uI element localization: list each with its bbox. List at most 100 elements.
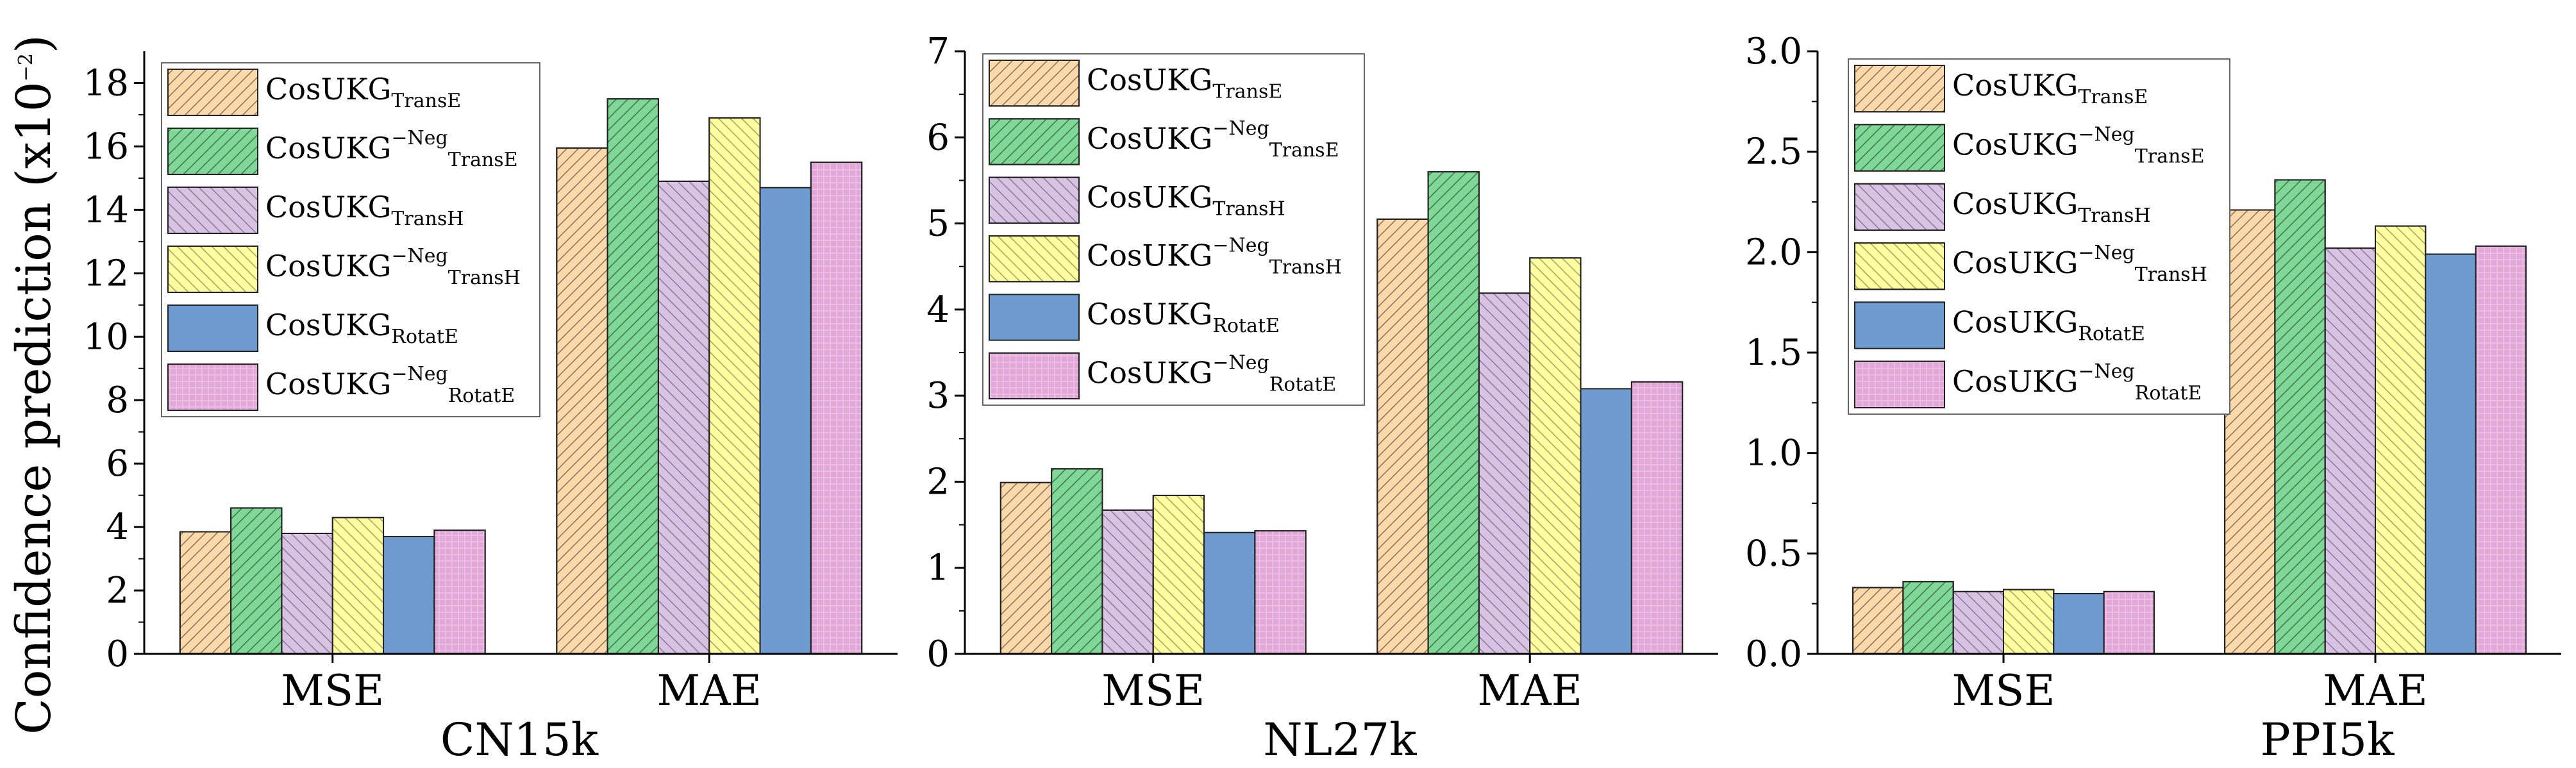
x-tick-label: MSE (1952, 666, 2055, 715)
legend-label: CosUKG−NegTransH (265, 245, 521, 289)
legend-swatch-hatch (989, 60, 1080, 107)
legend-label: CosUKG−NegTransE (265, 127, 518, 171)
bar-hatch-ppi5k-mse-s4 (2003, 589, 2055, 655)
y-tick-label: 8 (106, 380, 129, 421)
panel-title: NL27k (1263, 714, 1417, 766)
legend-swatch-hatch (167, 128, 258, 175)
bar-hatch-ppi5k-mse-s1 (1852, 587, 1904, 655)
bar-hatch-cn15k-mae-s4 (708, 117, 761, 655)
legend-label: CosUKGTransH (1087, 179, 1285, 220)
legend-label: CosUKGTransE (265, 72, 461, 112)
bar-cn15k-mae-s5 (759, 187, 812, 655)
bar-hatch-cn15k-mse-s6 (433, 530, 486, 655)
legend: CosUKGTransE CosUKG−NegTransE CosUKGTransH… (982, 53, 1365, 406)
bar-hatch-cn15k-mse-s3 (281, 533, 333, 655)
bar-hatch-cn15k-mae-s3 (657, 180, 710, 655)
legend-swatch-hatch (989, 176, 1080, 224)
legend-label: CosUKG−NegTransE (1087, 117, 1339, 162)
y-tick-label: 0 (926, 633, 949, 675)
legend-label: CosUKG−NegTransH (1087, 235, 1342, 279)
bar-hatch-nl27k-mae-s1 (1376, 218, 1429, 655)
bar-hatch-nl27k-mse-s1 (999, 481, 1053, 655)
legend-label: CosUKGTransH (265, 190, 464, 230)
legend-swatch-hatch (1854, 242, 1945, 290)
legend-swatch-hatch (989, 352, 1080, 400)
y-tick-label: 4 (106, 506, 129, 548)
chart-panels: MSE MAE024681012141618CN15kCosUKGTransECo… (83, 31, 2561, 766)
y-tick-label: 0 (106, 633, 129, 675)
bar-hatch-ppi5k-mae-s2 (2274, 179, 2326, 655)
legend-swatch-hatch (1854, 183, 1945, 231)
bar-hatch-nl27k-mse-s4 (1152, 494, 1205, 655)
legend-swatch (989, 294, 1080, 341)
bar-cn15k-mse-s5 (383, 535, 435, 655)
bar-hatch-ppi5k-mse-s3 (1952, 590, 2004, 655)
bar-ppi5k-mse-s5 (2053, 593, 2105, 655)
bar-hatch-nl27k-mse-s6 (1254, 530, 1307, 655)
y-tick-label: 6 (926, 117, 949, 158)
panel-nl27k: MSE MAE 0 1 2 3 4 5 6 7 NL27k CosUKGTransE CosUKG−Ne… (926, 31, 1718, 766)
x-tick-label: MAE (1478, 666, 1582, 715)
y-tick-label: 18 (83, 62, 129, 104)
x-tick-label: MSE (281, 666, 384, 715)
legend-label: CosUKGRotatE (1952, 305, 2145, 346)
bar-hatch-ppi5k-mse-s6 (2103, 590, 2155, 655)
y-tick-label: 0.0 (1745, 633, 1802, 675)
bar-hatch-nl27k-mse-s3 (1101, 509, 1154, 655)
y-tick-label: 1.0 (1745, 433, 1802, 474)
legend-label: CosUKGRotatE (265, 308, 458, 348)
panel-title: CN15k (440, 714, 599, 766)
bar-hatch-ppi5k-mae-s3 (2324, 247, 2376, 655)
legend-label: CosUKG−NegRotatE (1952, 360, 2202, 405)
y-tick-label: 2 (106, 570, 129, 612)
y-tick-label: 10 (83, 316, 129, 358)
panel-ppi5k: MSE MAE 0.0 0.5 1.0 1.5 2.0 2.5 3.0 PPI5k CosUKGTr… (1745, 31, 2561, 766)
y-tick-label: 2.5 (1745, 131, 1802, 173)
bar-hatch-cn15k-mse-s4 (331, 517, 385, 655)
legend-swatch-hatch (989, 235, 1080, 283)
legend-swatch (1854, 301, 1945, 349)
bar-hatch-nl27k-mse-s2 (1051, 468, 1103, 655)
bar-hatch-cn15k-mae-s1 (556, 147, 608, 655)
legend-swatch-hatch (1854, 65, 1945, 113)
legend: CosUKGTransE CosUKG−NegTransE CosUKGTransH… (161, 62, 540, 417)
bar-hatch-ppi5k-mae-s6 (2475, 245, 2527, 655)
bar-hatch-cn15k-mse-s2 (230, 507, 283, 655)
y-tick-label: 16 (83, 126, 129, 167)
bar-hatch-nl27k-mae-s3 (1478, 292, 1531, 655)
x-tick-label: MSE (1101, 666, 1205, 715)
legend-swatch-hatch (989, 118, 1080, 165)
y-tick-label: 12 (83, 253, 129, 294)
legend-box (161, 62, 540, 417)
bar-nl27k-mse-s5 (1203, 531, 1256, 655)
y-tick-label: 5 (926, 203, 949, 245)
bar-hatch-cn15k-mae-s2 (606, 98, 659, 655)
legend-label: CosUKG−NegTransH (1952, 242, 2207, 286)
legend-label: CosUKG−NegRotatE (265, 363, 515, 407)
y-tick-label: 2.0 (1745, 231, 1802, 273)
legend-swatch-hatch (167, 363, 258, 411)
bar-hatch-cn15k-mae-s6 (810, 162, 863, 655)
bar-hatch-nl27k-mae-s2 (1427, 171, 1480, 655)
legend: CosUKGTransE CosUKG−NegTransE CosUKGTransH… (1848, 58, 2230, 415)
bar-hatch-ppi5k-mae-s1 (2224, 209, 2276, 655)
panel-title: PPI5k (2261, 714, 2395, 766)
legend-swatch-hatch (1854, 124, 1945, 172)
legend-box (982, 53, 1365, 406)
legend-label: CosUKG−NegTransE (1952, 124, 2205, 168)
bar-ppi5k-mae-s5 (2425, 253, 2477, 655)
legend-label: CosUKGTransE (1087, 63, 1282, 103)
bar-hatch-nl27k-mae-s4 (1529, 257, 1582, 655)
y-tick-label: 3.0 (1745, 31, 1802, 72)
y-tick-label: 2 (926, 461, 949, 503)
y-tick-label: 4 (926, 289, 949, 331)
y-axis-label: Confidence prediction (x10−2) (6, 35, 62, 735)
bar-hatch-nl27k-mae-s6 (1630, 381, 1684, 655)
legend-swatch-hatch (167, 187, 258, 234)
legend-label: CosUKGTransE (1952, 68, 2148, 108)
bar-nl27k-mae-s5 (1580, 388, 1632, 655)
panel-cn15k: MSE MAE024681012141618CN15kCosUKGTransECo… (83, 51, 898, 766)
legend-label: CosUKG−NegRotatE (1087, 351, 1336, 396)
y-tick-label: 1 (926, 547, 949, 589)
